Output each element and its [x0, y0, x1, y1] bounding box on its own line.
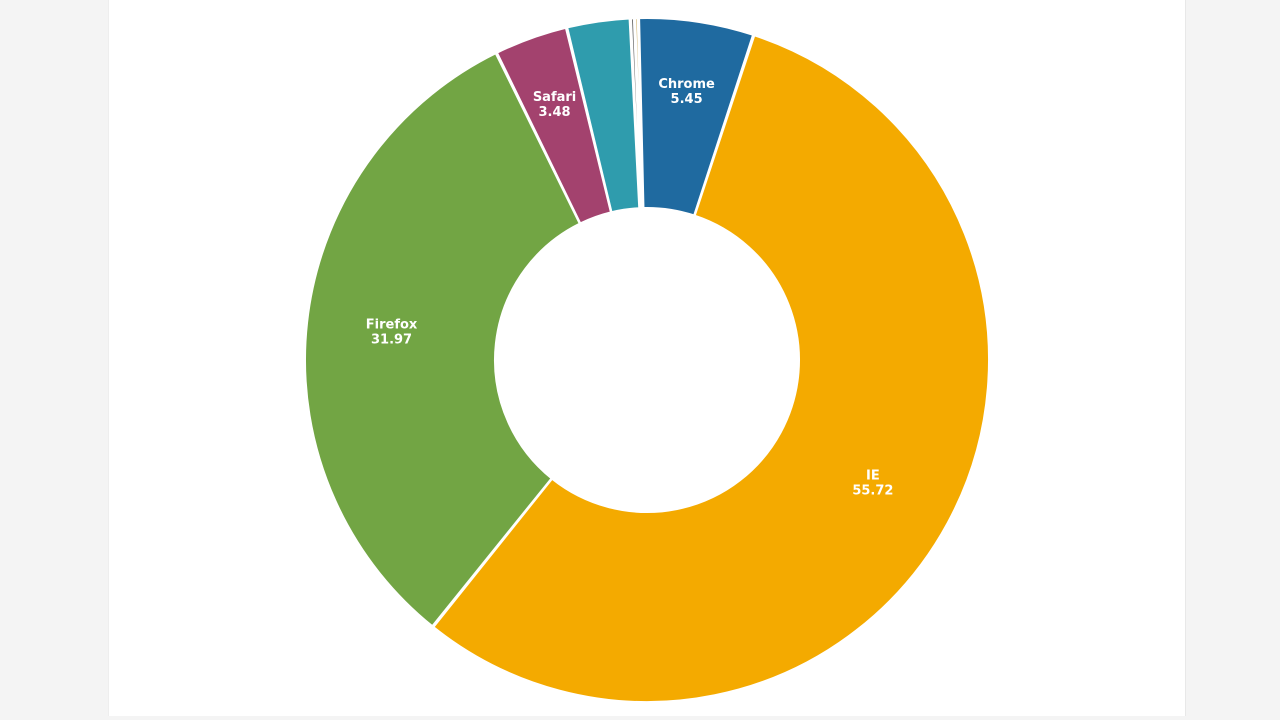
slice-label-name: Chrome	[658, 77, 715, 92]
slice-label-name: Firefox	[366, 318, 418, 333]
slice-other-6[interactable]	[634, 17, 644, 210]
slice-label-value: 55.72	[852, 484, 893, 499]
slice-label-chrome: Chrome 5.45	[658, 77, 715, 107]
slice-label-safari: Safari 3.48	[533, 90, 576, 120]
slice-label-firefox: Firefox 31.97	[366, 318, 418, 348]
label-group: Chrome 5.45 IE 55.72 Firefox 31.97 Safari 3.48	[364, 75, 895, 500]
slice-ie[interactable]	[431, 34, 990, 703]
slice-label-ie: IE 55.72	[852, 469, 893, 499]
chart-panel: Chrome 5.45 IE 55.72 Firefox 31.97 Safari 3.48	[108, 0, 1186, 716]
slice-group	[304, 17, 990, 703]
slice-label-name: IE	[866, 469, 880, 484]
donut-chart: Chrome 5.45 IE 55.72 Firefox 31.97 Safari 3.48	[304, 17, 990, 703]
slice-firefox[interactable]	[304, 51, 582, 628]
slice-label-name: Safari	[533, 90, 576, 105]
slice-chrome[interactable]	[638, 17, 755, 217]
slice-label-value: 5.45	[671, 92, 703, 107]
slice-label-value: 3.48	[539, 105, 571, 120]
slice-label-value: 31.97	[371, 333, 412, 348]
